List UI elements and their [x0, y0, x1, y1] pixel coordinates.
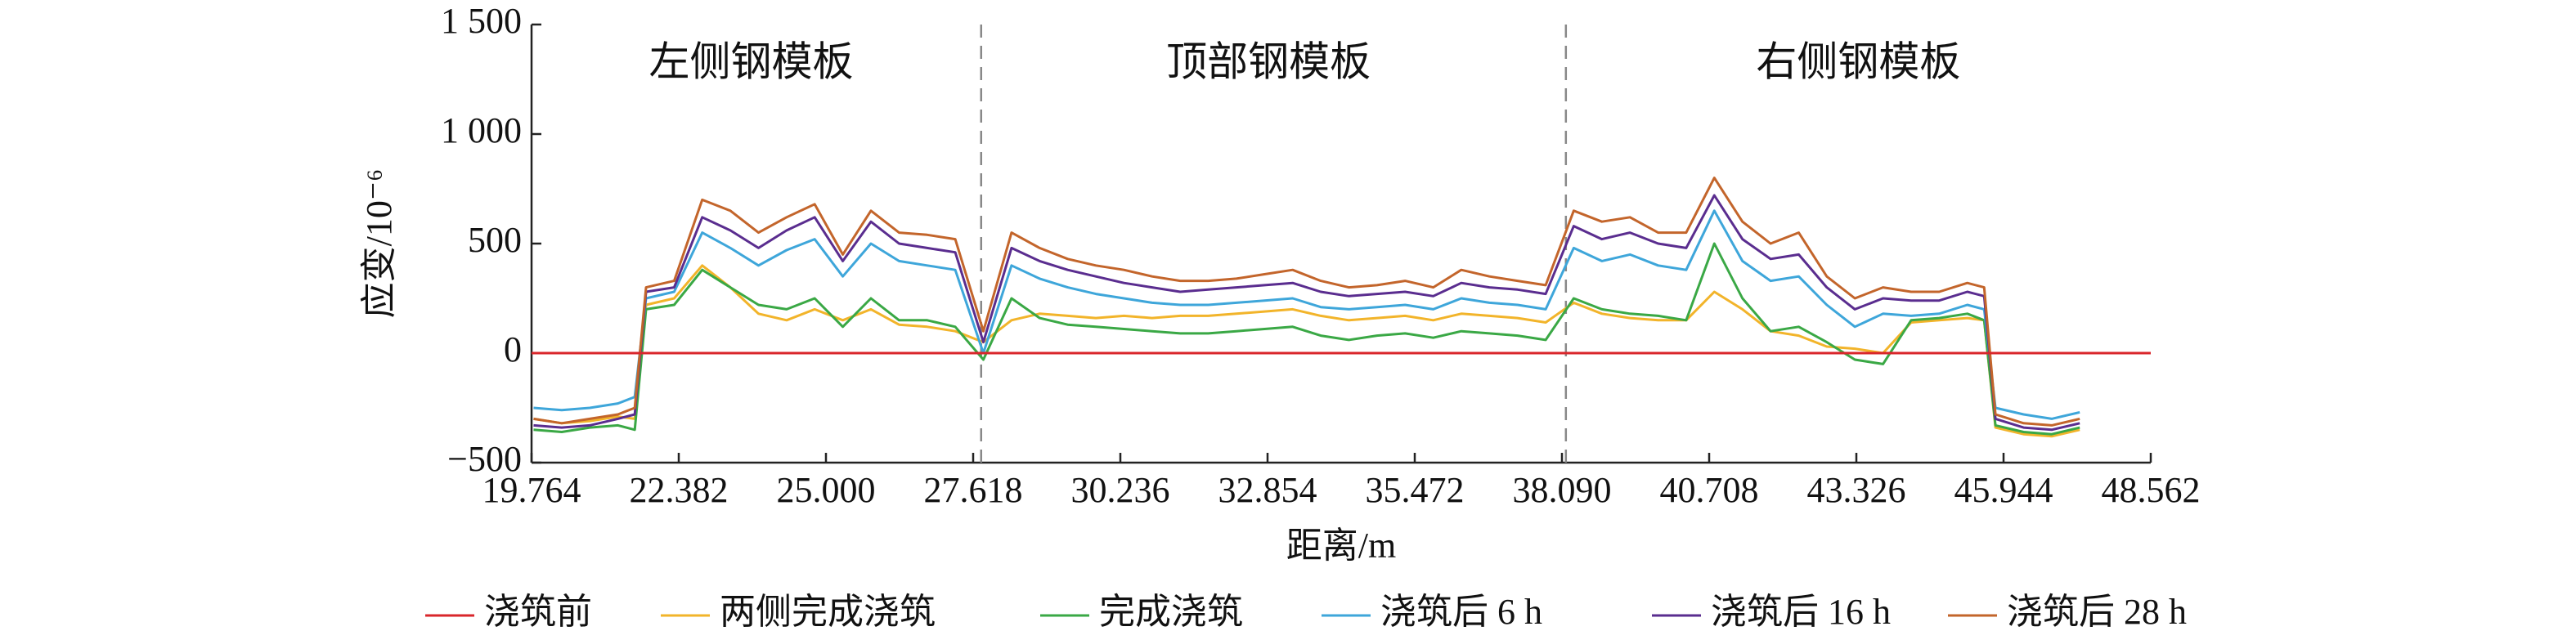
x-tick-label: 22.382 [630, 470, 729, 510]
legend-label: 完成浇筑 [1099, 592, 1243, 632]
section-label: 顶部钢模板 [1166, 38, 1371, 84]
x-axis-label: 距离/m [1286, 526, 1396, 566]
legend-label: 两侧完成浇筑 [720, 592, 936, 632]
x-tick-label: 32.854 [1218, 470, 1317, 510]
y-tick-label: 1 000 [441, 110, 522, 150]
legend-label: 浇筑后 6 h [1380, 592, 1542, 632]
x-tick-label: 19.764 [482, 470, 581, 510]
y-tick-label: 0 [504, 329, 522, 369]
series-line [533, 209, 2080, 420]
y-tick-label: 500 [468, 220, 522, 260]
section-label: 右侧钢模板 [1756, 38, 1960, 84]
x-tick-label: 30.236 [1071, 470, 1170, 510]
legend-label: 浇筑后 28 h [2007, 592, 2187, 632]
series-line [533, 264, 2080, 438]
x-tick-label: 45.944 [1954, 470, 2053, 510]
x-tick-label: 25.000 [777, 470, 876, 510]
section-label: 左侧钢模板 [649, 38, 854, 84]
legend-label: 浇筑后 16 h [1711, 592, 1891, 632]
x-tick-label: 35.472 [1366, 470, 1465, 510]
y-tick-label: 1 500 [441, 1, 522, 41]
series-line [533, 242, 2080, 436]
series-line [533, 177, 2080, 427]
series-line [533, 194, 2080, 432]
x-tick-label: 43.326 [1807, 470, 1906, 510]
x-tick-label: 40.708 [1660, 470, 1759, 510]
legend-label: 浇筑前 [484, 592, 592, 632]
x-tick-label: 48.562 [2102, 470, 2201, 510]
x-tick-label: 27.618 [924, 470, 1023, 510]
y-axis-label: 应变/10⁻⁶ [359, 169, 399, 319]
x-tick-label: 38.090 [1513, 470, 1612, 510]
y-tick-label: −500 [447, 439, 522, 479]
